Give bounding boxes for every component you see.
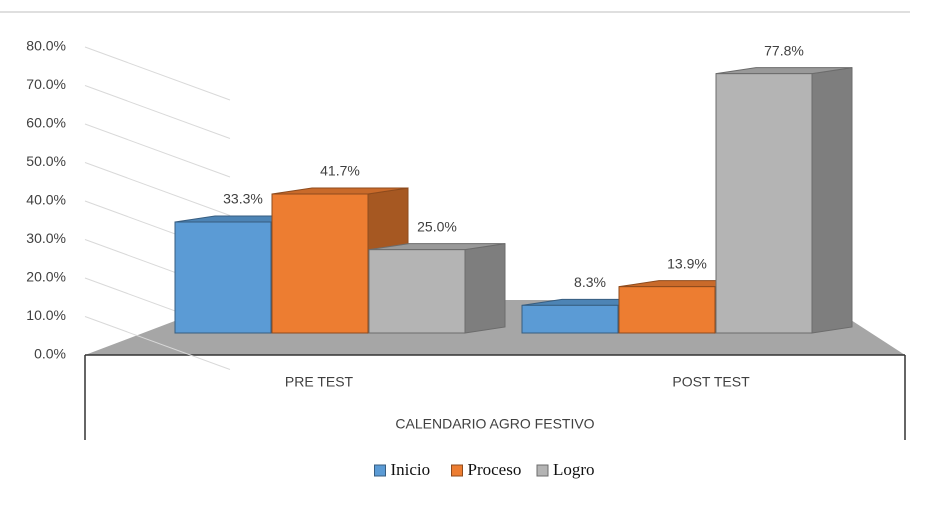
- data-label: 77.8%: [764, 42, 804, 58]
- bar: [368, 243, 506, 334]
- bar-front: [521, 304, 619, 334]
- data-label: 8.3%: [574, 274, 606, 290]
- grid-line: [84, 162, 231, 216]
- grid-line: [84, 85, 231, 139]
- bar-front: [368, 249, 466, 334]
- y-tick-label: 50.0%: [26, 153, 66, 169]
- bar-side: [811, 67, 853, 334]
- data-label: 41.7%: [320, 163, 360, 179]
- bar-front: [618, 286, 716, 334]
- y-tick-label: 20.0%: [26, 269, 66, 285]
- grid-line: [84, 46, 231, 101]
- y-tick-label: 0.0%: [34, 346, 66, 362]
- bar-front: [174, 221, 272, 334]
- y-tick-label: 40.0%: [26, 192, 66, 208]
- bar-side: [464, 243, 506, 334]
- x-tick-label: PRE TEST: [285, 374, 354, 390]
- legend-label: Logro: [553, 460, 595, 479]
- bar: [715, 67, 853, 334]
- x-tick-label: POST TEST: [672, 374, 750, 390]
- grid-line: [84, 316, 231, 370]
- y-tick-label: 80.0%: [26, 38, 66, 54]
- bar: [271, 187, 409, 334]
- y-tick-label: 60.0%: [26, 115, 66, 131]
- data-label: 25.0%: [417, 218, 457, 234]
- legend-swatch: [374, 464, 386, 477]
- legend-label: Proceso: [468, 460, 522, 479]
- bar-front: [271, 193, 369, 334]
- legend-swatch: [451, 464, 463, 477]
- y-tick-label: 30.0%: [26, 230, 66, 246]
- data-label: 13.9%: [667, 255, 707, 271]
- data-label: 33.3%: [223, 191, 263, 207]
- x-axis-title: CALENDARIO AGRO FESTIVO: [395, 416, 594, 432]
- legend-swatch: [536, 464, 549, 477]
- y-tick-label: 70.0%: [26, 76, 66, 92]
- bar-front: [715, 73, 813, 334]
- y-tick-label: 10.0%: [26, 307, 66, 323]
- legend-label: Inicio: [391, 460, 431, 479]
- grid-line: [84, 123, 231, 178]
